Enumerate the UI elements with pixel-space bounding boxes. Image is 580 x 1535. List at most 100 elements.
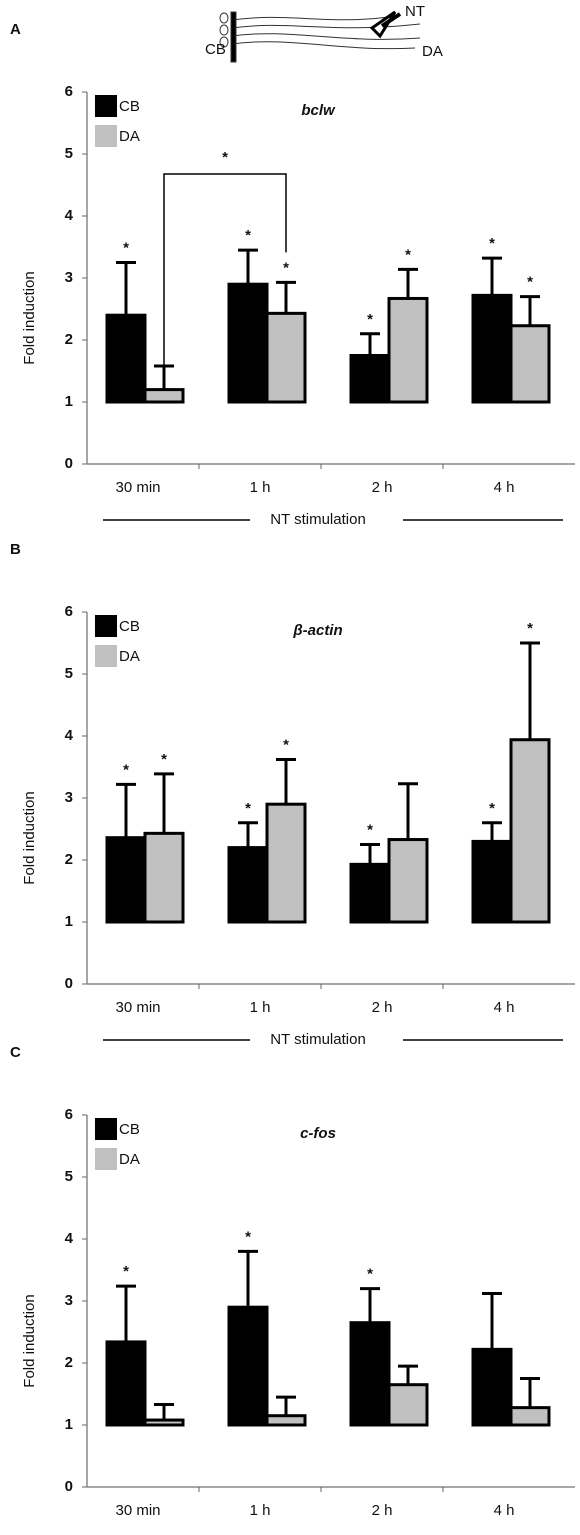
significance-marker: * bbox=[405, 246, 411, 263]
y-tick-label: 5 bbox=[65, 1168, 73, 1185]
bar bbox=[227, 846, 269, 924]
x-tick-label: 1 h bbox=[250, 1502, 271, 1519]
diagram-label: DA bbox=[422, 43, 443, 60]
axon bbox=[231, 23, 421, 29]
legend-swatch bbox=[95, 615, 117, 637]
y-tick-label: 3 bbox=[65, 1292, 73, 1309]
axon bbox=[231, 41, 416, 50]
bar bbox=[509, 1406, 551, 1427]
bar bbox=[105, 313, 147, 404]
y-tick-label: 4 bbox=[65, 727, 74, 744]
significance-marker: * bbox=[283, 259, 289, 276]
x-tick-label: 4 h bbox=[494, 479, 515, 496]
legend-label: DA bbox=[119, 648, 140, 665]
y-tick-label: 6 bbox=[65, 83, 73, 100]
axon bbox=[231, 33, 421, 40]
significance-marker: * bbox=[245, 1228, 251, 1245]
y-tick-label: 5 bbox=[65, 665, 73, 682]
x-tick-label: 2 h bbox=[372, 999, 393, 1016]
y-tick-label: 4 bbox=[65, 207, 74, 224]
legend-label: DA bbox=[119, 128, 140, 145]
bar bbox=[509, 324, 551, 404]
legend-label: CB bbox=[119, 98, 140, 115]
x-tick-label: 1 h bbox=[250, 999, 271, 1016]
bar bbox=[349, 862, 391, 924]
significance-marker: * bbox=[527, 274, 533, 291]
bar bbox=[105, 836, 147, 924]
nt-arrow bbox=[380, 12, 402, 28]
schematic bbox=[219, 10, 421, 63]
legend-label: CB bbox=[119, 618, 140, 635]
chart-title: bclw bbox=[301, 102, 336, 119]
bar bbox=[471, 1347, 513, 1427]
y-tick-label: 3 bbox=[65, 789, 73, 806]
significance-marker: * bbox=[245, 800, 251, 817]
significance-marker: * bbox=[489, 800, 495, 817]
legend-swatch bbox=[95, 1118, 117, 1140]
x-tick-label: 30 min bbox=[115, 999, 160, 1016]
panel-label: B bbox=[10, 541, 21, 558]
significance-marker: * bbox=[123, 1263, 129, 1280]
legend-swatch bbox=[95, 645, 117, 667]
y-tick-label: 6 bbox=[65, 1106, 73, 1123]
y-tick-label: 2 bbox=[65, 851, 73, 868]
chart-title: c-fos bbox=[300, 1125, 336, 1142]
significance-marker: * bbox=[367, 821, 373, 838]
bar bbox=[265, 802, 307, 924]
bar bbox=[265, 1414, 307, 1427]
x-tick-label: 2 h bbox=[372, 479, 393, 496]
cell-body bbox=[219, 24, 229, 36]
diagram-label: CB bbox=[205, 41, 226, 58]
y-tick-label: 0 bbox=[65, 975, 73, 992]
x-tick-label: 1 h bbox=[250, 479, 271, 496]
x-tick-label: 30 min bbox=[115, 479, 160, 496]
bar bbox=[387, 296, 429, 404]
y-tick-label: 4 bbox=[65, 1230, 74, 1247]
panel-label: C bbox=[10, 1044, 21, 1061]
legend-label: CB bbox=[119, 1121, 140, 1138]
y-tick-label: 0 bbox=[65, 1478, 73, 1495]
bar bbox=[227, 282, 269, 404]
bar bbox=[143, 1418, 185, 1427]
bar bbox=[349, 1321, 391, 1427]
bar bbox=[471, 293, 513, 404]
barrier bbox=[230, 11, 237, 63]
significance-marker: * bbox=[489, 235, 495, 252]
significance-marker: * bbox=[367, 311, 373, 328]
y-axis-label: Fold induction bbox=[21, 1294, 38, 1387]
legend-swatch bbox=[95, 1148, 117, 1170]
significance-marker: * bbox=[161, 751, 167, 768]
x-tick-label: 2 h bbox=[372, 1502, 393, 1519]
panel-label: A bbox=[10, 21, 21, 38]
x-axis-label: NT stimulation bbox=[270, 511, 366, 528]
legend-swatch bbox=[95, 125, 117, 147]
cell-body bbox=[219, 36, 229, 48]
x-tick-label: 30 min bbox=[115, 1502, 160, 1519]
bar bbox=[471, 839, 513, 924]
significance-marker: * bbox=[222, 149, 228, 166]
chart-title: β-actin bbox=[292, 622, 342, 639]
y-tick-label: 1 bbox=[65, 1416, 73, 1433]
legend-label: DA bbox=[119, 1151, 140, 1168]
cell-body bbox=[219, 12, 229, 24]
significance-marker: * bbox=[123, 239, 129, 256]
y-axis-label: Fold induction bbox=[21, 791, 38, 884]
bar bbox=[387, 1383, 429, 1427]
y-tick-label: 3 bbox=[65, 269, 73, 286]
y-axis-label: Fold induction bbox=[21, 271, 38, 364]
significance-marker: * bbox=[283, 737, 289, 754]
significance-marker: * bbox=[245, 227, 251, 244]
y-tick-label: 2 bbox=[65, 331, 73, 348]
bar bbox=[509, 738, 551, 924]
x-tick-label: 4 h bbox=[494, 1502, 515, 1519]
y-tick-label: 6 bbox=[65, 603, 73, 620]
bar bbox=[143, 831, 185, 924]
bar bbox=[227, 1305, 269, 1427]
y-tick-label: 1 bbox=[65, 913, 73, 930]
legend-swatch bbox=[95, 95, 117, 117]
significance-marker: * bbox=[527, 620, 533, 637]
bar bbox=[387, 838, 429, 924]
y-tick-label: 2 bbox=[65, 1354, 73, 1371]
bar bbox=[349, 354, 391, 404]
